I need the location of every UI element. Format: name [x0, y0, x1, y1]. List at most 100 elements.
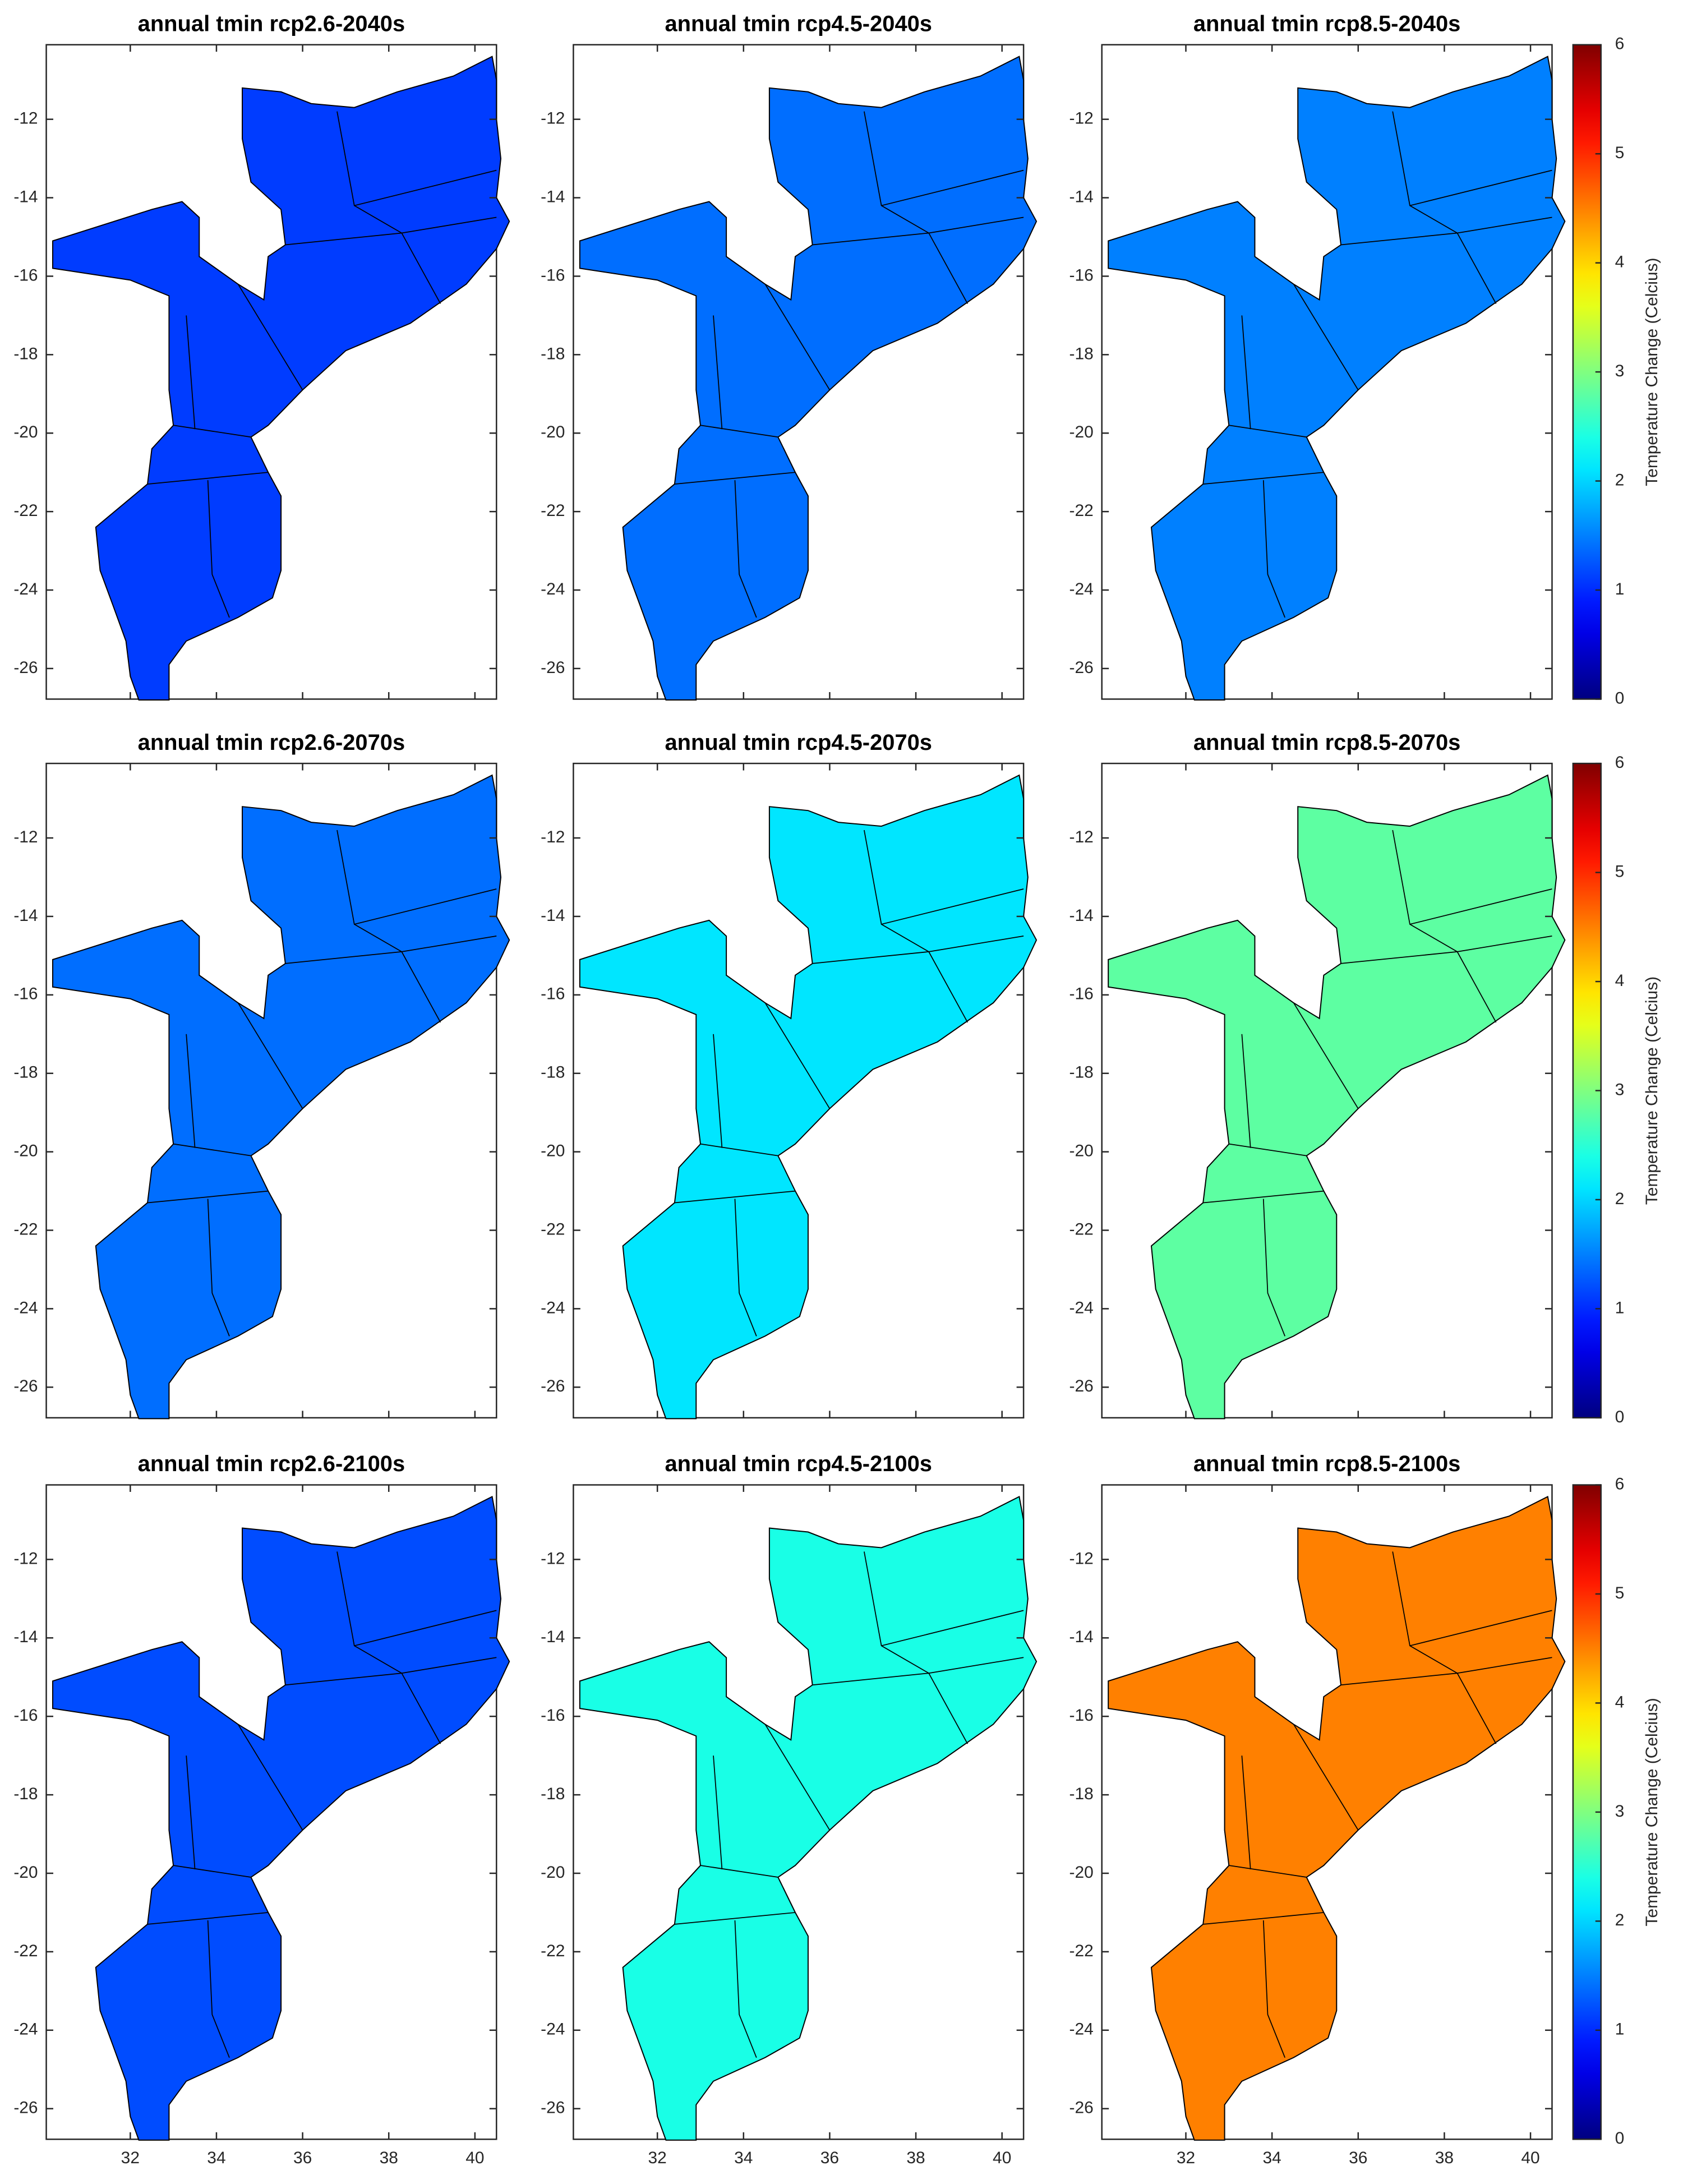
y-tick-label: -18 [1069, 344, 1094, 363]
province-border [354, 169, 497, 206]
y-tick-label: -20 [1069, 423, 1094, 441]
x-tick-label: 38 [906, 2149, 925, 2167]
y-tick-label: -14 [1069, 906, 1094, 925]
province-border [1262, 1199, 1285, 1337]
province-border [1241, 1034, 1251, 1148]
province-border [1293, 1002, 1359, 1109]
province-border [812, 936, 1024, 964]
province-border [1392, 111, 1497, 304]
province-border [881, 169, 1024, 206]
y-tick-label: -12 [541, 828, 565, 846]
province-border [336, 830, 441, 1023]
y-tick-label: -18 [13, 344, 38, 363]
y-tick-label: -18 [541, 1785, 565, 1803]
y-tick-label: -18 [1069, 1063, 1094, 1082]
province-border [1229, 425, 1307, 438]
y-tick-label: -16 [1069, 985, 1094, 1003]
y-tick-label: -14 [541, 187, 565, 206]
province-border [864, 830, 969, 1023]
y-tick-label: -26 [13, 658, 38, 677]
y-tick-label: -14 [13, 906, 38, 925]
y-tick-label: -18 [13, 1785, 38, 1803]
y-tick-label: -14 [1069, 1628, 1094, 1646]
y-tick-label: -26 [1069, 2099, 1094, 2117]
colorbar-label: Temperature Change (Celcius) [1643, 258, 1661, 486]
province-border [864, 111, 969, 304]
y-tick-label: -24 [1069, 580, 1094, 598]
province-border [173, 425, 251, 438]
province-border [764, 1724, 831, 1831]
colorbar-tick-label: 1 [1615, 2020, 1625, 2039]
province-border [237, 1724, 303, 1831]
panel-title: annual tmin rcp4.5-2070s [665, 730, 932, 755]
panel-title: annual tmin rcp4.5-2100s [665, 1452, 932, 1476]
x-tick-label: 36 [820, 2149, 839, 2167]
province-border [147, 1190, 269, 1204]
colorbar-tick-label: 3 [1615, 362, 1625, 380]
y-tick-label: -24 [13, 2020, 38, 2039]
x-tick-label: 32 [1177, 2149, 1195, 2167]
province-border [237, 1002, 303, 1109]
province-border [1203, 1912, 1324, 1925]
y-tick-label: -16 [541, 985, 565, 1003]
x-tick-label: 38 [380, 2149, 398, 2167]
province-border [1241, 1756, 1251, 1870]
province-border [173, 1143, 251, 1156]
y-tick-label: -16 [13, 266, 38, 284]
region-fill [1108, 56, 1566, 701]
colorbar-tick-label: 2 [1615, 1190, 1625, 1208]
province-border [700, 1143, 778, 1156]
y-tick-label: -20 [13, 423, 38, 441]
y-tick-label: -12 [1069, 109, 1094, 128]
colorbar-tick-label: 1 [1615, 1298, 1625, 1317]
colorbar-tick-label: 5 [1615, 1584, 1625, 1602]
province-border [1340, 1657, 1552, 1686]
province-border [674, 1912, 796, 1925]
x-tick-label: 40 [1521, 2149, 1539, 2167]
map-panel: annual tmin rcp2.6-2100s -26 -24 -22 -20 -18 -… [13, 1452, 510, 2167]
y-tick-label: -16 [13, 1706, 38, 1725]
map-panel: annual tmin rcp2.6-2070s -26 -24 -22 -20 -18 -… [13, 730, 510, 1420]
y-tick-label: -22 [1069, 1942, 1094, 1960]
y-tick-label: -12 [541, 109, 565, 128]
province-border [1293, 1724, 1359, 1831]
y-tick-label: -16 [541, 1706, 565, 1725]
province-border [1241, 315, 1251, 430]
panel-title: annual tmin rcp8.5-2100s [1193, 1452, 1460, 1476]
y-tick-label: -20 [1069, 1142, 1094, 1160]
province-border [713, 315, 723, 430]
province-border [354, 888, 497, 925]
region-fill [1108, 1495, 1566, 2141]
y-tick-label: -18 [541, 344, 565, 363]
region-fill [52, 56, 510, 701]
province-border [764, 283, 831, 390]
colorbar-tick-label: 5 [1615, 863, 1625, 881]
y-tick-label: -20 [13, 1863, 38, 1882]
map-panel: annual tmin rcp4.5-2070s -26 -24 -22 -20 -18 -… [541, 730, 1038, 1420]
province-border [713, 1034, 723, 1148]
y-tick-label: -26 [13, 2099, 38, 2117]
panel-title: annual tmin rcp2.6-2100s [138, 1452, 405, 1476]
province-border [207, 1920, 230, 2058]
y-tick-label: -20 [13, 1142, 38, 1160]
province-border [1203, 1190, 1324, 1204]
province-border [734, 1920, 757, 2058]
y-tick-label: -22 [541, 1942, 565, 1960]
x-tick-label: 34 [207, 2149, 225, 2167]
province-border [336, 1551, 441, 1744]
province-border [285, 1657, 497, 1686]
colorbar-label: Temperature Change (Celcius) [1643, 1698, 1661, 1926]
y-tick-label: -26 [1069, 1377, 1094, 1395]
region-fill [52, 774, 510, 1420]
y-tick-label: -24 [541, 1298, 565, 1317]
y-tick-label: -16 [1069, 266, 1094, 284]
colorbar-tick-label: 1 [1615, 580, 1625, 598]
province-border [1392, 830, 1497, 1023]
province-border [1229, 1865, 1307, 1878]
province-border [713, 1756, 723, 1870]
y-tick-label: -22 [13, 1220, 38, 1238]
province-border [881, 888, 1024, 925]
y-tick-label: -22 [541, 1220, 565, 1238]
panel-title: annual tmin rcp4.5-2040s [665, 11, 932, 36]
